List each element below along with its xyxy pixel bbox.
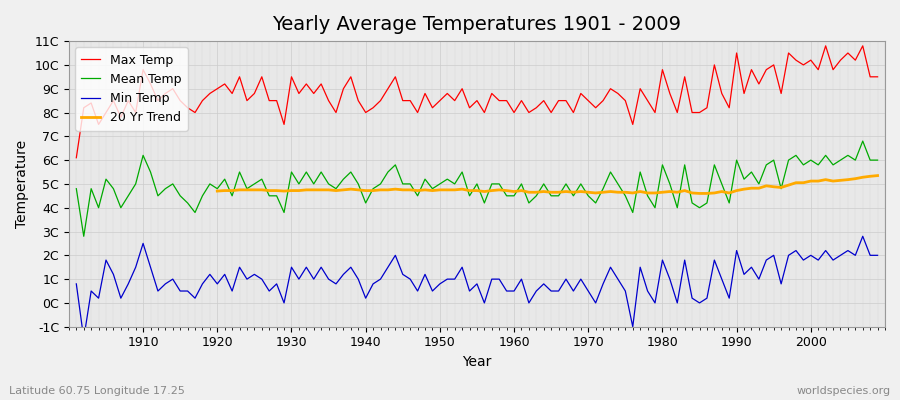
Mean Temp xyxy=(301,170,311,174)
Min Temp xyxy=(605,265,616,270)
Mean Temp xyxy=(508,194,519,198)
20 Yr Trend xyxy=(694,191,705,196)
Min Temp xyxy=(78,336,89,341)
Line: Mean Temp: Mean Temp xyxy=(76,141,878,236)
Max Temp xyxy=(501,98,512,103)
20 Yr Trend xyxy=(783,183,794,188)
Min Temp xyxy=(516,277,526,282)
Max Temp xyxy=(508,110,519,115)
Max Temp xyxy=(293,91,304,96)
20 Yr Trend xyxy=(672,190,683,195)
20 Yr Trend xyxy=(872,173,883,178)
Min Temp xyxy=(872,253,883,258)
Min Temp xyxy=(138,241,148,246)
Max Temp xyxy=(598,98,608,103)
Max Temp xyxy=(820,44,831,48)
Line: 20 Yr Trend: 20 Yr Trend xyxy=(217,176,878,194)
Mean Temp xyxy=(516,182,526,186)
20 Yr Trend xyxy=(850,176,860,181)
20 Yr Trend xyxy=(769,184,779,189)
Mean Temp xyxy=(346,170,356,174)
Mean Temp xyxy=(71,186,82,191)
Max Temp xyxy=(338,86,349,91)
Mean Temp xyxy=(858,139,868,144)
Min Temp xyxy=(858,234,868,239)
Line: Min Temp: Min Temp xyxy=(76,236,878,339)
Max Temp xyxy=(130,110,141,115)
Min Temp xyxy=(301,265,311,270)
Mean Temp xyxy=(872,158,883,162)
Y-axis label: Temperature: Temperature xyxy=(15,140,29,228)
Text: Latitude 60.75 Longitude 17.25: Latitude 60.75 Longitude 17.25 xyxy=(9,386,184,396)
Mean Temp xyxy=(78,234,89,239)
Title: Yearly Average Temperatures 1901 - 2009: Yearly Average Temperatures 1901 - 2009 xyxy=(273,15,681,34)
Min Temp xyxy=(508,289,519,294)
20 Yr Trend xyxy=(412,188,423,193)
Mean Temp xyxy=(605,170,616,174)
Max Temp xyxy=(872,74,883,79)
Text: worldspecies.org: worldspecies.org xyxy=(796,386,891,396)
Mean Temp xyxy=(138,153,148,158)
Min Temp xyxy=(71,282,82,286)
Max Temp xyxy=(71,155,82,160)
20 Yr Trend xyxy=(212,189,222,194)
X-axis label: Year: Year xyxy=(463,355,491,369)
Line: Max Temp: Max Temp xyxy=(76,46,878,158)
20 Yr Trend xyxy=(301,188,311,192)
Min Temp xyxy=(346,265,356,270)
Legend: Max Temp, Mean Temp, Min Temp, 20 Yr Trend: Max Temp, Mean Temp, Min Temp, 20 Yr Tre… xyxy=(76,47,188,131)
